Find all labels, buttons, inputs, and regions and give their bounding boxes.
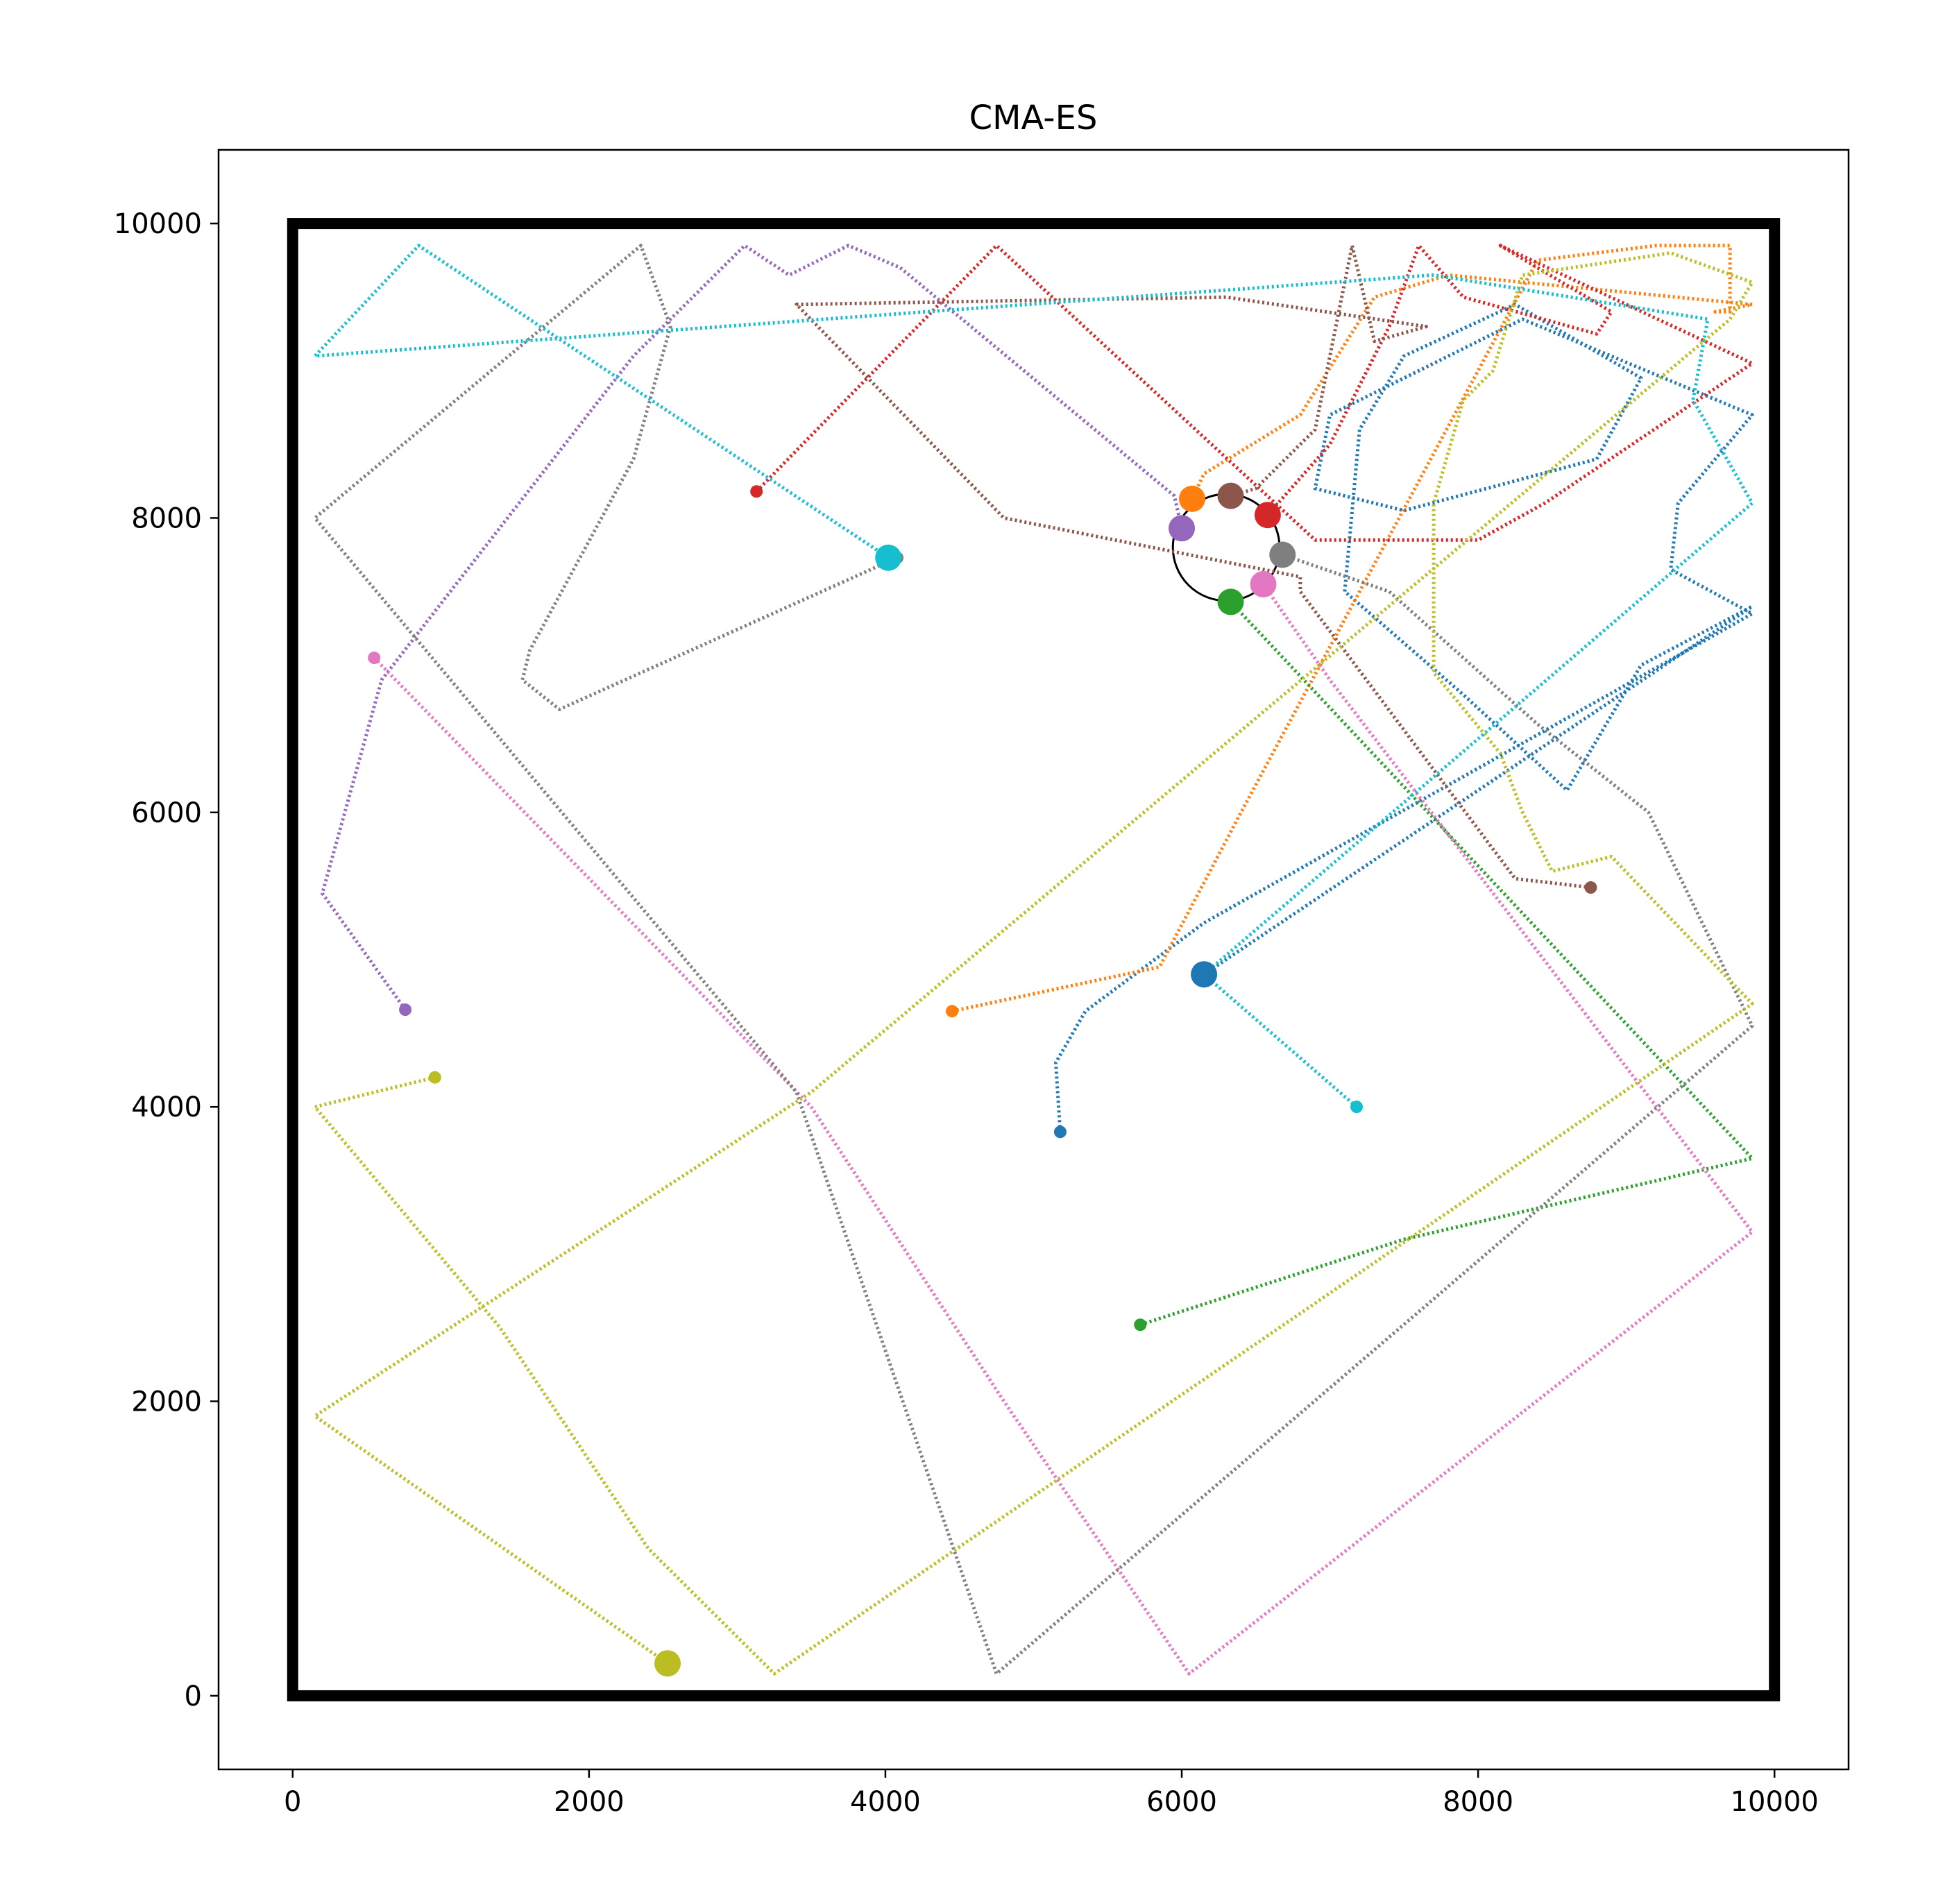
trajectory-end-marker-3 — [1217, 588, 1244, 615]
trajectory-end-marker-6 — [1217, 482, 1244, 509]
axes-frame — [217, 148, 1850, 1771]
y-tick-label: 6000 — [131, 797, 202, 829]
trajectory-start-point-3 — [1134, 1318, 1147, 1332]
trajectory-start-point-2 — [946, 1005, 959, 1018]
trajectory-end-marker-1 — [1191, 961, 1218, 988]
y-tick-label: 10000 — [114, 208, 202, 240]
trajectory-start-point-4 — [750, 485, 763, 498]
trajectory-line-8 — [313, 244, 1754, 1676]
trajectory-line-5 — [321, 244, 1184, 1011]
trajectory-end-marker-5 — [1169, 515, 1196, 542]
trajectory-line-10 — [313, 244, 1754, 1109]
trajectory-end-marker-9 — [654, 1650, 681, 1677]
trajectory-end-marker-10 — [875, 544, 902, 571]
x-axis: 0 2000 4000 6000 8000 10000 — [284, 1769, 1819, 1818]
x-tick-label: 2000 — [554, 1786, 625, 1818]
trajectory-start-point-7 — [368, 652, 381, 665]
trajectory-end-marker-7 — [1250, 570, 1277, 597]
x-tick-label: 4000 — [850, 1786, 921, 1818]
trajectory-line-1 — [1054, 303, 1754, 1132]
trajectory-end-marker-8 — [1269, 541, 1296, 568]
arena-boundary — [287, 218, 1781, 1701]
x-tick-label: 6000 — [1146, 1786, 1217, 1818]
trajectory-line-7 — [373, 583, 1754, 1676]
y-tick-label: 2000 — [131, 1386, 202, 1418]
trajectory-start-point-10 — [1350, 1100, 1364, 1114]
x-tick-label: 8000 — [1443, 1786, 1513, 1818]
trajectory-line-2 — [951, 244, 1754, 1013]
trajectory-line-3 — [1139, 600, 1754, 1327]
trajectory-line-4 — [755, 244, 1754, 542]
trajectory-start-point-5 — [399, 1003, 412, 1017]
y-axis: 0 2000 4000 6000 8000 10000 — [114, 208, 219, 1712]
trajectory-start-point-1 — [1053, 1125, 1067, 1139]
plot-area — [287, 218, 1781, 1701]
y-tick-label: 4000 — [131, 1091, 202, 1123]
x-tick-label: 0 — [284, 1786, 301, 1818]
trajectory-line-6 — [795, 244, 1591, 890]
trajectory-end-marker-4 — [1254, 502, 1281, 529]
x-tick-label: 10000 — [1731, 1786, 1819, 1818]
y-tick-label: 0 — [185, 1681, 202, 1712]
chart-title: CMA-ES — [969, 99, 1098, 137]
trajectory-start-point-6 — [1584, 881, 1597, 894]
y-tick-label: 8000 — [131, 502, 202, 534]
trajectory-start-point-9 — [428, 1071, 441, 1084]
trajectory-end-marker-2 — [1178, 485, 1205, 512]
